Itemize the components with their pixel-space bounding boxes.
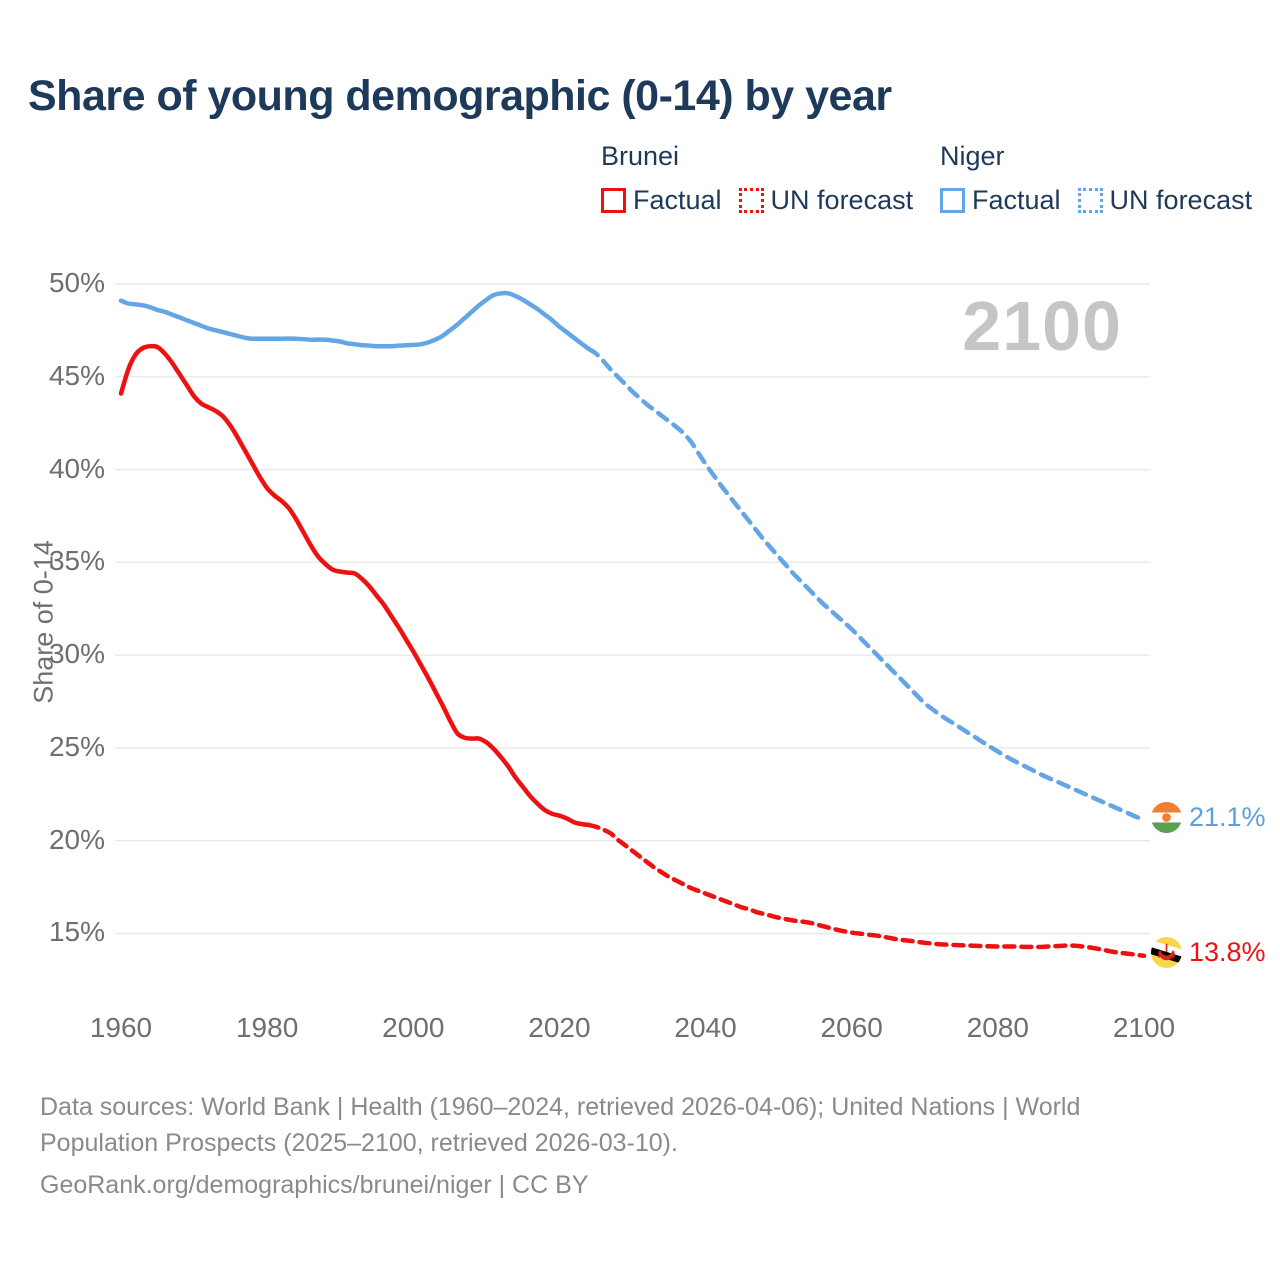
x-tick-label: 2060 — [820, 1012, 883, 1043]
end-label-niger: 21.1% — [1151, 802, 1266, 833]
niger-flag-icon — [1151, 802, 1182, 833]
niger-end-value: 21.1% — [1189, 802, 1266, 832]
brunei-flag-icon — [1151, 937, 1182, 968]
legend-group-brunei: Brunei Factual UN forecast — [601, 141, 913, 216]
y-tick-label: 40% — [48, 452, 105, 484]
x-tick-label: 2100 — [1112, 1012, 1176, 1043]
x-tick-label: 2040 — [674, 1012, 737, 1043]
series-niger-un-forecast — [586, 346, 1147, 823]
legend-item-brunei-forecast[interactable]: UN forecast — [738, 185, 914, 216]
brunei-factual-swatch-icon — [601, 188, 626, 213]
series-niger-factual — [118, 290, 591, 352]
legend-group-niger: Niger Factual UN forecast — [940, 141, 1252, 216]
legend-label: UN forecast — [770, 185, 914, 215]
x-tick-label: 1960 — [89, 1012, 153, 1043]
legend-label: Factual — [633, 185, 722, 215]
legend-label: UN forecast — [1109, 185, 1253, 215]
niger-forecast-swatch-icon — [1077, 188, 1103, 213]
series-brunei-un-forecast — [586, 822, 1147, 959]
x-tick-label: 2020 — [528, 1012, 591, 1043]
legend-header-brunei: Brunei — [601, 141, 680, 171]
legend-header-niger: Niger — [940, 141, 1005, 171]
legend-item-brunei-factual[interactable]: Factual — [601, 185, 722, 216]
watermark-year: 2100 — [962, 287, 1122, 365]
legend-item-niger-forecast[interactable]: UN forecast — [1077, 185, 1253, 216]
x-tick-label: 1980 — [235, 1012, 299, 1043]
niger-factual-swatch-icon — [940, 188, 965, 213]
footer-attribution: Data sources: World Bank | Health (1960–… — [40, 1089, 1080, 1203]
end-label-brunei: 13.8% — [1151, 937, 1266, 968]
y-tick-label: 20% — [48, 823, 105, 855]
x-tick-label: 2000 — [382, 1012, 445, 1043]
legend-row-brunei: Factual UN forecast — [601, 185, 913, 216]
y-tick-label: 30% — [48, 638, 105, 670]
page-title: Share of young demographic (0-14) by yea… — [28, 72, 892, 120]
footer-line: Data sources: World Bank | Health (1960–… — [40, 1093, 1081, 1121]
legend-label: Factual — [972, 185, 1061, 215]
x-tick-label: 2080 — [966, 1012, 1029, 1043]
y-tick-label: 25% — [48, 730, 105, 762]
y-tick-label: 50% — [48, 267, 105, 298]
footer-source-link[interactable]: GeoRank.org/demographics/brunei/niger | … — [40, 1171, 589, 1199]
y-tick-label: 35% — [48, 545, 105, 577]
footer-line: Population Prospects (2025–2100, retriev… — [40, 1129, 678, 1157]
brunei-forecast-swatch-icon — [738, 188, 764, 213]
brunei-end-value: 13.8% — [1189, 937, 1266, 967]
legend-row-niger: Factual UN forecast — [940, 185, 1252, 216]
legend-item-niger-factual[interactable]: Factual — [940, 185, 1061, 216]
y-tick-label: 15% — [48, 916, 105, 948]
series-brunei-factual — [118, 343, 591, 828]
y-tick-label: 45% — [48, 359, 105, 391]
